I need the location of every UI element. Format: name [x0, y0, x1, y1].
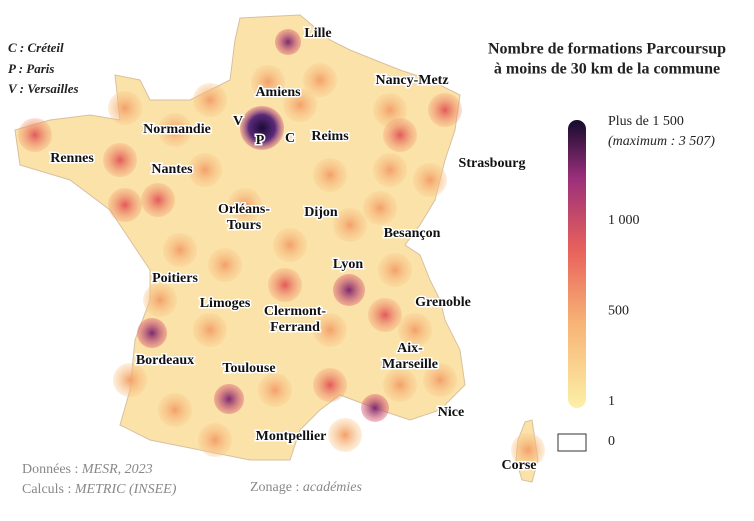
- source-line: Zonage : académies: [250, 480, 363, 495]
- legend-zero: 0: [608, 434, 615, 449]
- academy-label: Marseille: [382, 357, 438, 372]
- academy-label: Toulouse: [222, 361, 275, 376]
- title: Nombre de formations Parcoursup: [488, 41, 726, 58]
- blob: [198, 423, 232, 457]
- blob: [188, 153, 222, 187]
- blob: [361, 394, 389, 422]
- blob: [258, 373, 292, 407]
- blob: [273, 228, 307, 262]
- color-scale: [568, 120, 586, 408]
- blob: [193, 83, 227, 117]
- academy-label: Strasbourg: [459, 156, 526, 171]
- academy-label: Limoges: [200, 296, 251, 311]
- academy-label: Aix-: [397, 341, 423, 356]
- blob: [313, 313, 347, 347]
- blob: [378, 253, 412, 287]
- key-entry: V : Versailles: [8, 81, 79, 96]
- blob: [143, 283, 177, 317]
- title: à moins de 30 km de la commune: [494, 61, 720, 78]
- academy-label: Rennes: [50, 151, 94, 166]
- academy-label: Lille: [304, 26, 331, 41]
- source-value: MESR, 2023: [81, 462, 153, 477]
- paris-letter: P: [256, 133, 265, 148]
- source-label: Données :: [22, 462, 82, 477]
- blob: [18, 118, 52, 152]
- legend-zero-swatch: [557, 433, 587, 452]
- paris-letter: V: [233, 114, 243, 129]
- key-entry: C : Créteil: [8, 40, 64, 55]
- blob: [313, 158, 347, 192]
- blob: [383, 368, 417, 402]
- blob: [158, 113, 192, 147]
- academy-label: Clermont-: [264, 304, 327, 319]
- blob: [268, 268, 302, 302]
- source-line: Données : MESR, 2023: [22, 462, 153, 477]
- blob: [333, 208, 367, 242]
- source-label: Calculs :: [22, 482, 75, 497]
- blob: [103, 143, 137, 177]
- sources: Données : MESR, 2023 Calculs : METRIC (IN…: [22, 462, 363, 497]
- source-label: Zonage :: [250, 480, 303, 495]
- blob: [511, 433, 545, 467]
- blob: [333, 274, 365, 306]
- academy-label: Nice: [438, 405, 464, 420]
- legend-tick-label: 1 000: [608, 213, 640, 228]
- blob: [328, 418, 362, 452]
- academy-label: Besançon: [384, 226, 441, 241]
- academy-label: Bordeaux: [136, 353, 194, 368]
- legend-tick-label: 500: [608, 304, 629, 319]
- source-value: METRIC (INSEE): [74, 482, 177, 497]
- blob: [373, 153, 407, 187]
- academy-label: Poitiers: [152, 271, 198, 286]
- paris-letter: C: [285, 131, 295, 146]
- blob: [283, 88, 317, 122]
- blob: [313, 368, 347, 402]
- academy-label: Nantes: [151, 162, 193, 177]
- blob: [251, 65, 285, 99]
- density-blobs: [18, 29, 545, 467]
- blob: [303, 63, 337, 97]
- academy-label: Corse: [502, 458, 537, 473]
- academy-label: Lyon: [333, 257, 364, 272]
- blob: [383, 118, 417, 152]
- blob: [275, 29, 301, 55]
- blob: [428, 93, 462, 127]
- blob: [208, 248, 242, 282]
- blob: [413, 163, 447, 197]
- blob: [137, 318, 167, 348]
- blob: [240, 106, 284, 150]
- academy-label: Nancy-Metz: [375, 73, 448, 88]
- blob: [193, 313, 227, 347]
- blob: [423, 363, 457, 397]
- blob: [163, 233, 197, 267]
- blob: [398, 313, 432, 347]
- source-line: Calculs : METRIC (INSEE): [22, 482, 177, 497]
- source-value: académies: [303, 480, 363, 495]
- blob: [368, 298, 402, 332]
- blob: [141, 183, 175, 217]
- blob: [108, 188, 142, 222]
- key: C : Créteil P : Paris V : Versailles: [8, 40, 79, 96]
- blob: [363, 191, 397, 225]
- legend-tick-label: 1: [608, 394, 615, 409]
- key-entry: P : Paris: [8, 61, 54, 76]
- blob: [214, 384, 244, 414]
- legend-max: Plus de 1 500: [608, 114, 684, 129]
- blob: [113, 363, 147, 397]
- academy-label: Orléans-: [218, 202, 270, 217]
- academy-label: Ferrand: [270, 320, 320, 335]
- academy-label: Tours: [227, 218, 262, 233]
- legend-note: (maximum : 3 507): [608, 134, 715, 149]
- academy-label: Reims: [311, 129, 349, 144]
- academy-label: Normandie: [143, 122, 211, 137]
- academy-label: Montpellier: [256, 429, 327, 444]
- academy-label: Dijon: [304, 205, 338, 220]
- academy-label: Grenoble: [415, 295, 471, 310]
- blob: [108, 91, 142, 125]
- academy-label: Amiens: [255, 85, 301, 100]
- blob: [158, 393, 192, 427]
- blob: [228, 188, 262, 222]
